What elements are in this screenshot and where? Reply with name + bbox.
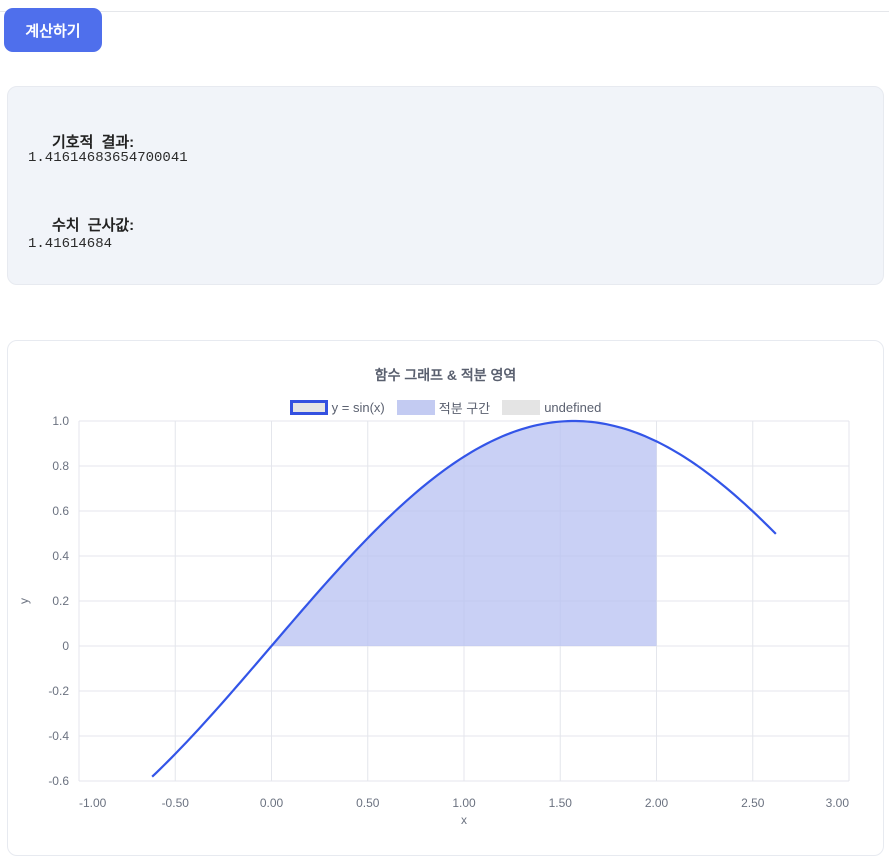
svg-text:0.6: 0.6 [52, 504, 69, 518]
svg-text:0.8: 0.8 [52, 459, 69, 473]
svg-text:1.0: 1.0 [52, 414, 69, 428]
svg-text:y: y [17, 598, 31, 604]
svg-text:0: 0 [62, 639, 69, 653]
svg-text:0.00: 0.00 [260, 796, 284, 810]
svg-text:2.50: 2.50 [741, 796, 765, 810]
svg-text:-0.50: -0.50 [162, 796, 190, 810]
svg-text:0.4: 0.4 [52, 549, 69, 563]
svg-text:1.50: 1.50 [549, 796, 573, 810]
svg-text:0.50: 0.50 [356, 796, 380, 810]
svg-text:-0.4: -0.4 [48, 729, 69, 743]
svg-text:x: x [461, 813, 467, 827]
svg-text:2.00: 2.00 [645, 796, 669, 810]
svg-text:1.00: 1.00 [452, 796, 476, 810]
svg-text:3.00: 3.00 [826, 796, 850, 810]
svg-text:-1.00: -1.00 [79, 796, 107, 810]
svg-text:-0.2: -0.2 [48, 684, 69, 698]
svg-text:-0.6: -0.6 [48, 774, 69, 788]
svg-text:0.2: 0.2 [52, 594, 69, 608]
